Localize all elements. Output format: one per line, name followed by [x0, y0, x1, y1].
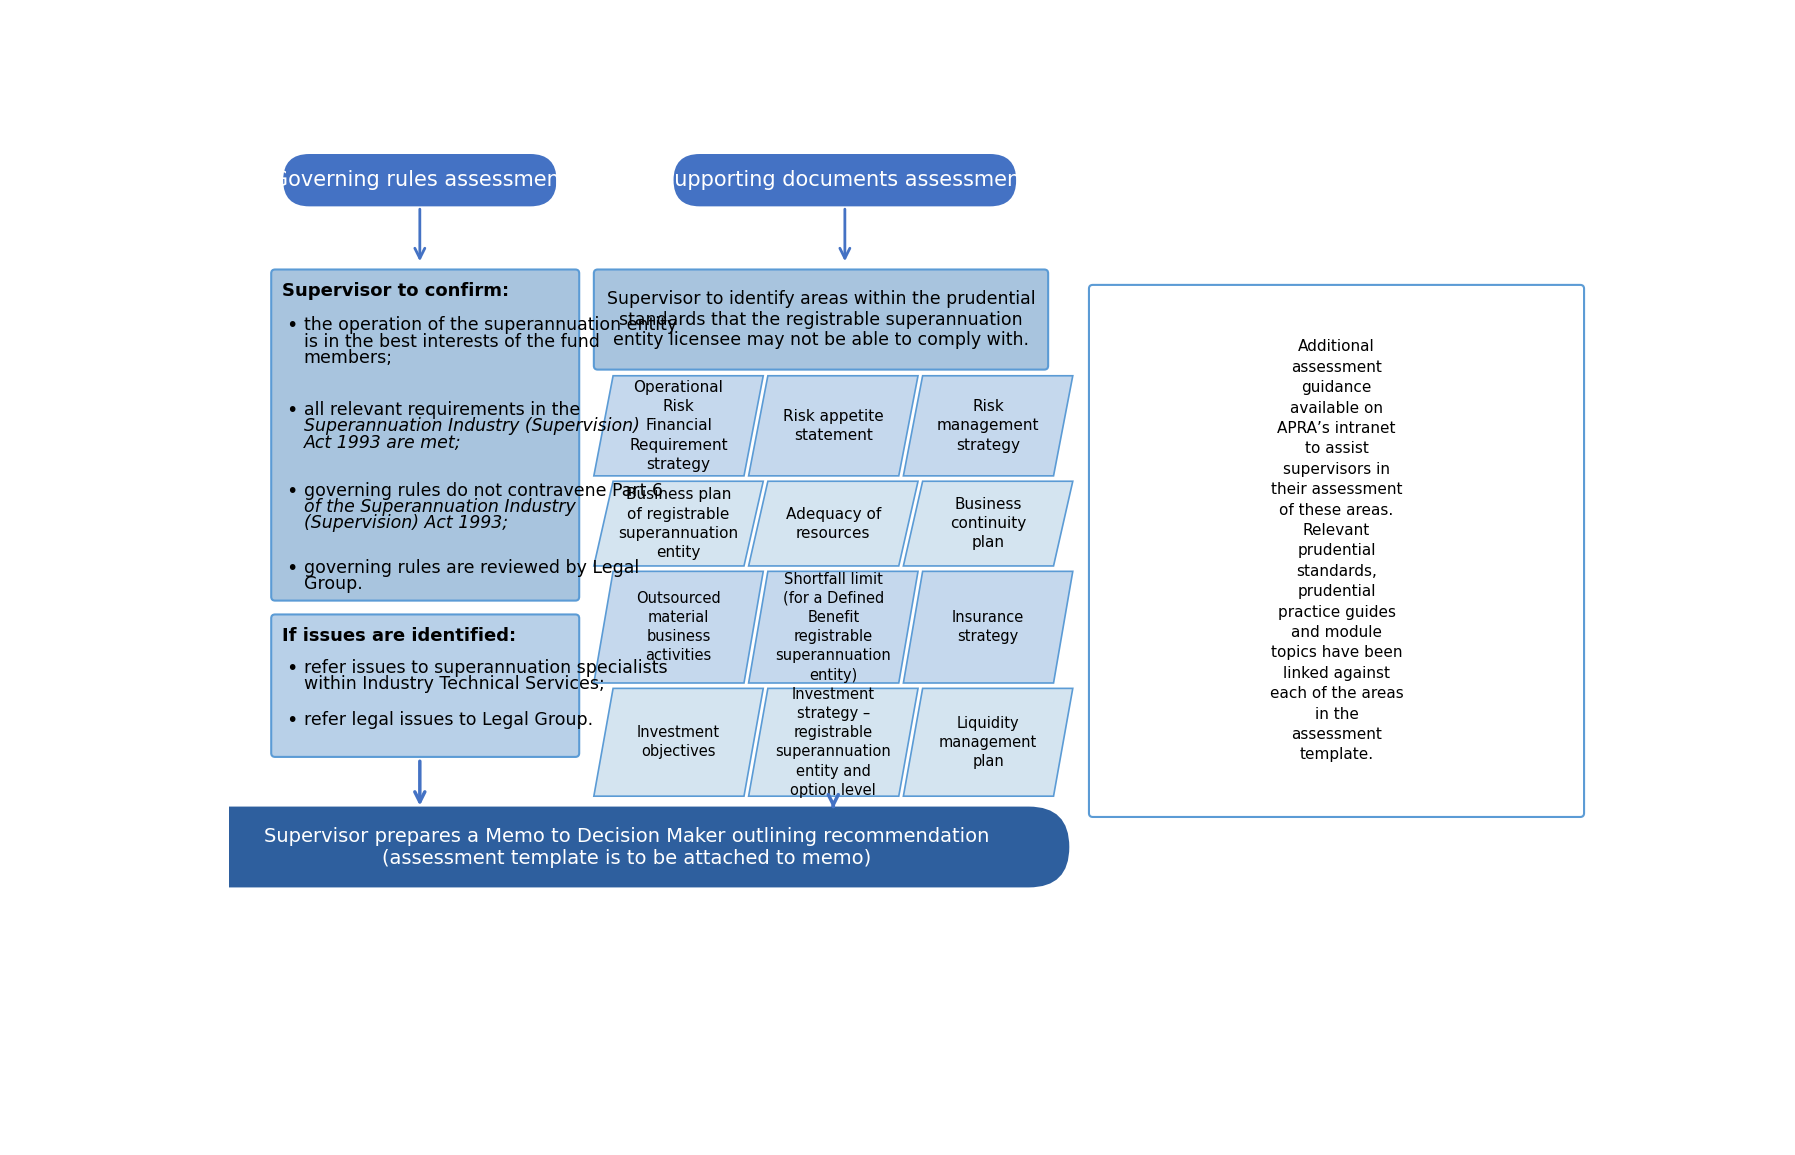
Text: •: • — [287, 711, 298, 730]
Polygon shape — [594, 375, 763, 476]
Polygon shape — [749, 688, 917, 796]
Text: (Supervision) Act 1993;: (Supervision) Act 1993; — [303, 514, 508, 532]
Text: Supervisor to confirm:: Supervisor to confirm: — [282, 282, 510, 300]
Text: Supporting documents assessment: Supporting documents assessment — [661, 170, 1029, 191]
Polygon shape — [749, 375, 917, 476]
Polygon shape — [749, 572, 917, 683]
Text: Liquidity
management
plan: Liquidity management plan — [939, 716, 1038, 769]
Text: all relevant requirements in the: all relevant requirements in the — [303, 401, 580, 419]
FancyBboxPatch shape — [284, 154, 556, 207]
Text: •: • — [287, 401, 298, 420]
Text: members;: members; — [303, 349, 393, 367]
Text: Group.: Group. — [303, 575, 363, 594]
Text: •: • — [287, 482, 298, 501]
Text: Act 1993 are met;: Act 1993 are met; — [303, 433, 461, 452]
FancyBboxPatch shape — [594, 269, 1048, 370]
Polygon shape — [903, 572, 1073, 683]
Polygon shape — [903, 688, 1073, 796]
Text: the operation of the superannuation entity: the operation of the superannuation enti… — [303, 316, 677, 335]
Text: •: • — [287, 316, 298, 335]
Text: Risk appetite
statement: Risk appetite statement — [783, 409, 883, 442]
Text: Risk
management
strategy: Risk management strategy — [937, 400, 1039, 453]
Text: Insurance
strategy: Insurance strategy — [951, 610, 1025, 644]
Text: governing rules do not contravene Part 6: governing rules do not contravene Part 6 — [303, 482, 662, 500]
Text: Business
continuity
plan: Business continuity plan — [950, 497, 1027, 550]
Polygon shape — [594, 688, 763, 796]
Text: Investment
objectives: Investment objectives — [637, 725, 720, 759]
Text: Business plan
of registrable
superannuation
entity: Business plan of registrable superannuat… — [619, 487, 738, 560]
FancyBboxPatch shape — [673, 154, 1016, 207]
Text: Adequacy of
resources: Adequacy of resources — [786, 507, 881, 541]
FancyBboxPatch shape — [271, 269, 580, 601]
Text: Operational
Risk
Financial
Requirement
strategy: Operational Risk Financial Requirement s… — [630, 380, 727, 471]
Text: Investment
strategy –
registrable
superannuation
entity and
option level: Investment strategy – registrable supera… — [775, 687, 890, 798]
Text: Supervisor prepares a Memo to Decision Maker outlining recommendation
(assessmen: Supervisor prepares a Memo to Decision M… — [264, 827, 989, 867]
FancyBboxPatch shape — [183, 806, 1070, 887]
Text: governing rules are reviewed by Legal: governing rules are reviewed by Legal — [303, 559, 639, 578]
Text: •: • — [287, 660, 298, 678]
Text: If issues are identified:: If issues are identified: — [282, 627, 517, 644]
Polygon shape — [594, 572, 763, 683]
Text: Supervisor to identify areas within the prudential
standards that the registrabl: Supervisor to identify areas within the … — [607, 290, 1036, 349]
FancyBboxPatch shape — [271, 614, 580, 757]
Text: Superannuation Industry (Supervision): Superannuation Industry (Supervision) — [303, 417, 639, 435]
Polygon shape — [594, 482, 763, 566]
Text: Governing rules assessment: Governing rules assessment — [271, 170, 567, 191]
Text: within Industry Technical Services;: within Industry Technical Services; — [303, 676, 605, 693]
Text: refer issues to superannuation specialists: refer issues to superannuation specialis… — [303, 660, 668, 677]
Text: refer legal issues to Legal Group.: refer legal issues to Legal Group. — [303, 711, 592, 730]
Polygon shape — [903, 375, 1073, 476]
Polygon shape — [903, 482, 1073, 566]
Text: •: • — [287, 559, 298, 578]
Text: Outsourced
material
business
activities: Outsourced material business activities — [635, 591, 722, 663]
FancyBboxPatch shape — [1090, 285, 1583, 817]
Polygon shape — [749, 482, 917, 566]
Text: Shortfall limit
(for a Defined
Benefit
registrable
superannuation
entity): Shortfall limit (for a Defined Benefit r… — [775, 572, 890, 683]
Text: Additional
assessment
guidance
available on
APRA’s intranet
to assist
supervisor: Additional assessment guidance available… — [1269, 340, 1404, 762]
Text: of the Superannuation Industry: of the Superannuation Industry — [303, 498, 576, 516]
Text: is in the best interests of the fund: is in the best interests of the fund — [303, 333, 600, 351]
